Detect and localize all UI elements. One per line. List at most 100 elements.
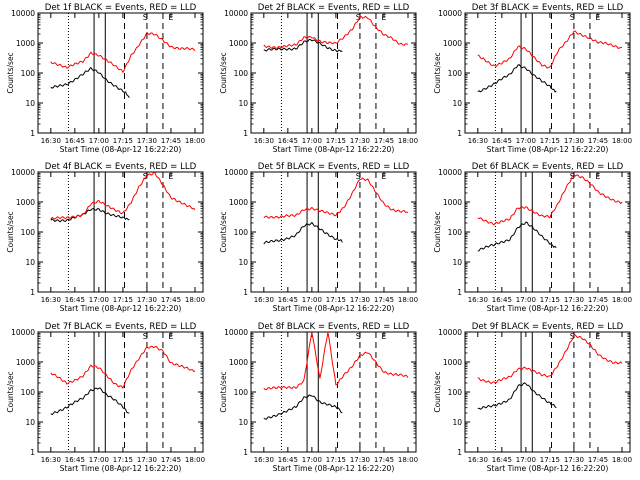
y-tick-label: 100: [234, 69, 249, 78]
x-tick-label: 18:00: [398, 456, 418, 464]
x-tick-label: 17:30: [137, 137, 157, 145]
lld-series-line: [477, 30, 623, 69]
y-tick-label: 100: [448, 228, 463, 237]
y-tick-label: 10: [25, 258, 35, 267]
y-tick-label: 1000: [16, 198, 35, 207]
x-tick-label: 17:30: [350, 137, 370, 145]
x-tick-label: 16:30: [468, 137, 488, 145]
x-tick-label: 17:30: [564, 296, 584, 304]
panel-title: Det 3f BLACK = Events, RED = LLD: [472, 3, 624, 13]
x-tick-label: 17:00: [89, 456, 109, 464]
x-tick-label: 17:15: [113, 456, 133, 464]
y-tick-label: 1000: [229, 39, 248, 48]
y-tick-label: 1000: [16, 39, 35, 48]
y-tick-label: 100: [448, 69, 463, 78]
y-axis-label: Counts/sec: [433, 52, 442, 93]
y-tick-label: 1000: [443, 198, 462, 207]
detector-panel-2: Det 2f BLACK = Events, RED = LLD 1 10 100 10…: [219, 3, 418, 154]
x-tick-label: 17:45: [161, 456, 181, 464]
y-tick-label: 10000: [438, 9, 462, 18]
events-series-line: [50, 387, 130, 416]
start-marker: S: [143, 13, 148, 22]
y-axis-label: Counts/sec: [433, 211, 442, 252]
panel-title: Det 8f BLACK = Events, RED = LLD: [258, 322, 410, 332]
y-tick-label: 100: [448, 388, 463, 397]
x-tick-label: 17:15: [540, 296, 560, 304]
x-axis-label: Start Time (08-Apr-12 16:22:20): [487, 304, 609, 313]
y-axis-label: Counts/sec: [6, 211, 15, 252]
x-tick-label: 17:00: [516, 296, 536, 304]
start-marker: S: [356, 172, 361, 181]
x-tick-label: 18:00: [612, 456, 632, 464]
y-tick-label: 10000: [438, 328, 462, 337]
x-tick-label: 17:00: [302, 296, 322, 304]
detector-panel-5: Det 5f BLACK = Events, RED = LLD 1 10 100 10…: [219, 162, 418, 313]
x-tick-label: 17:45: [374, 296, 394, 304]
panel-title: Det 5f BLACK = Events, RED = LLD: [258, 162, 410, 172]
plot-frame: [250, 171, 417, 293]
x-tick-label: 17:00: [89, 137, 109, 145]
detector-panel-7: Det 7f BLACK = Events, RED = LLD 1 10 100 10…: [6, 322, 205, 473]
x-tick-label: 17:30: [564, 137, 584, 145]
x-tick-label: 17:00: [89, 296, 109, 304]
panel-title: Det 9f BLACK = Events, RED = LLD: [472, 322, 624, 332]
events-series-line: [477, 382, 557, 410]
lld-series-line: [263, 177, 409, 219]
x-tick-label: 16:30: [41, 137, 61, 145]
lld-series-line: [50, 345, 196, 389]
x-tick-label: 16:45: [65, 137, 85, 145]
end-marker: E: [168, 332, 173, 341]
x-tick-label: 16:30: [254, 137, 274, 145]
x-tick-label: 16:30: [41, 296, 61, 304]
y-tick-label: 1: [457, 288, 462, 297]
events-series-line: [263, 394, 343, 420]
panel-title: Det 7f BLACK = Events, RED = LLD: [45, 322, 197, 332]
y-tick-label: 1: [30, 288, 35, 297]
start-marker: S: [356, 332, 361, 341]
x-tick-label: 18:00: [398, 296, 418, 304]
y-tick-label: 1: [243, 288, 248, 297]
end-marker: E: [595, 13, 600, 22]
y-tick-label: 100: [234, 388, 249, 397]
x-tick-label: 17:00: [516, 456, 536, 464]
x-tick-label: 17:45: [161, 137, 181, 145]
x-tick-label: 16:30: [468, 296, 488, 304]
x-tick-label: 16:45: [492, 456, 512, 464]
y-tick-label: 10: [452, 99, 462, 108]
plot-frame: [37, 171, 204, 293]
y-tick-label: 10000: [11, 328, 35, 337]
y-tick-label: 1000: [443, 39, 462, 48]
y-tick-label: 1: [30, 129, 35, 138]
y-tick-label: 10: [238, 99, 248, 108]
x-tick-label: 16:30: [254, 296, 274, 304]
x-tick-label: 16:45: [65, 296, 85, 304]
x-tick-label: 17:15: [113, 137, 133, 145]
y-tick-label: 10000: [438, 168, 462, 177]
plot-frame: [250, 12, 417, 134]
end-marker: E: [381, 172, 386, 181]
x-tick-label: 17:15: [326, 456, 346, 464]
end-marker: E: [168, 13, 173, 22]
lld-series-line: [50, 172, 196, 220]
y-tick-label: 1000: [229, 198, 248, 207]
plot-frame: [464, 12, 631, 134]
detector-panel-1: Det 1f BLACK = Events, RED = LLD 1 10 100 10…: [6, 3, 205, 154]
x-tick-label: 17:15: [540, 456, 560, 464]
y-tick-label: 1000: [229, 358, 248, 367]
x-tick-label: 18:00: [398, 137, 418, 145]
x-tick-label: 17:00: [516, 137, 536, 145]
y-tick-label: 1000: [443, 358, 462, 367]
x-tick-label: 17:45: [374, 456, 394, 464]
x-axis-label: Start Time (08-Apr-12 16:22:20): [273, 304, 395, 313]
y-tick-label: 1: [457, 448, 462, 457]
x-tick-label: 17:45: [588, 456, 608, 464]
end-marker: E: [168, 172, 173, 181]
x-axis-label: Start Time (08-Apr-12 16:22:20): [273, 145, 395, 154]
start-marker: S: [570, 332, 575, 341]
y-axis-label: Counts/sec: [6, 371, 15, 412]
plot-frame: [37, 331, 204, 453]
lld-series-line: [477, 174, 623, 226]
y-tick-label: 10000: [11, 9, 35, 18]
x-tick-label: 18:00: [612, 137, 632, 145]
